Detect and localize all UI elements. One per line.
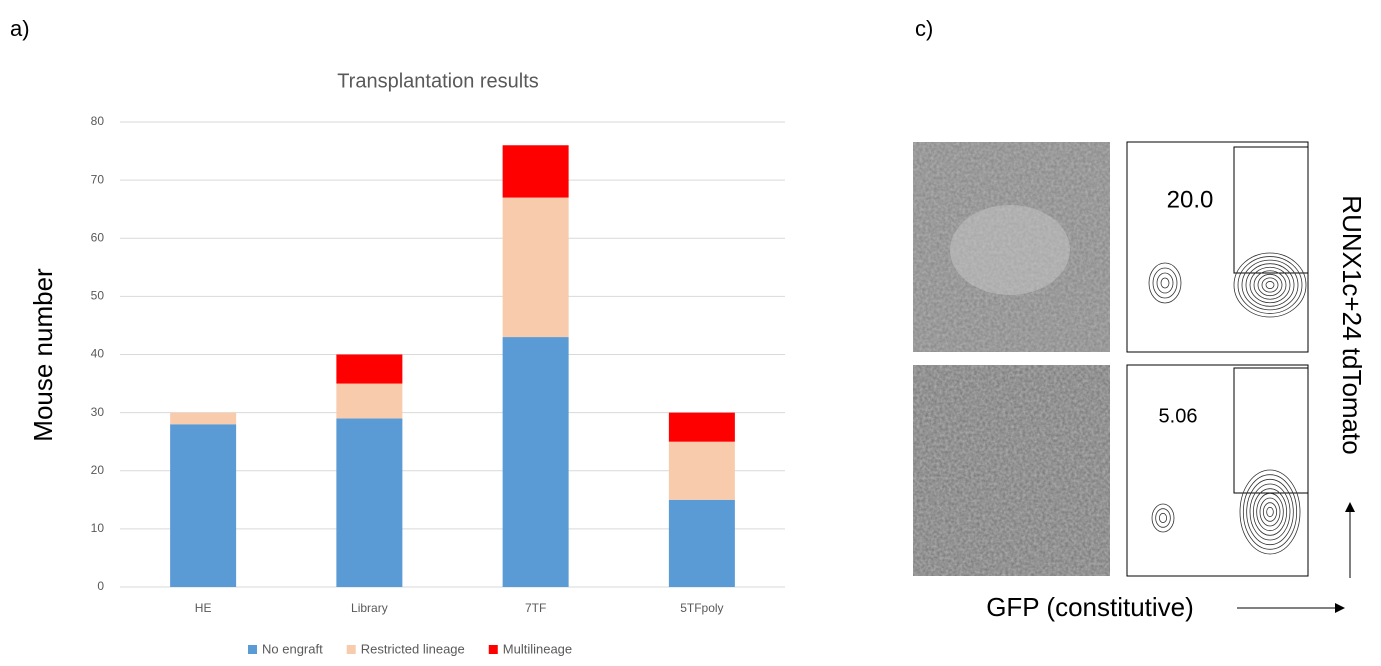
y-tick-label: 80 [91, 114, 105, 128]
legend-label: Multilineage [503, 641, 572, 656]
flow-gate [1234, 368, 1308, 493]
panel-label: a) [10, 16, 30, 41]
bar-segment [336, 384, 402, 419]
contour-line [1156, 509, 1171, 528]
contour-line [1263, 503, 1276, 522]
arrow-head [1335, 603, 1345, 613]
contour-line [1243, 475, 1296, 550]
x-tick-label: Library [351, 601, 388, 615]
y-tick-label: 20 [91, 463, 105, 477]
y-tick-label: 70 [91, 172, 105, 186]
legend-label: Restricted lineage [361, 641, 465, 656]
contour-line [1161, 278, 1169, 288]
contour-line [1234, 253, 1306, 317]
flow-gate [1234, 147, 1308, 273]
bar-segment [170, 413, 236, 425]
contour-line [1240, 470, 1300, 554]
contour-line [1157, 273, 1173, 293]
y-tick-label: 30 [91, 405, 105, 419]
contour-line [1149, 263, 1181, 303]
contour-line [1254, 271, 1286, 299]
y-tick-label: 10 [91, 521, 105, 535]
gate-value: 20.0 [1167, 186, 1214, 213]
chart-title: Transplantation results [337, 70, 539, 92]
panel-label: c) [915, 16, 933, 41]
bar-segment [336, 355, 402, 384]
contour-line [1253, 489, 1286, 536]
y-tick-label: 60 [91, 230, 105, 244]
bar-segment [503, 198, 569, 338]
bar-segment [503, 145, 569, 197]
x-tick-label: HE [195, 601, 212, 615]
legend-swatch [347, 645, 356, 654]
micrograph-texture [913, 365, 1110, 576]
legend-swatch [248, 645, 257, 654]
contour-line [1159, 513, 1166, 522]
y-axis-label: Mouse number [28, 268, 58, 442]
flow-x-label: GFP (constitutive) [986, 592, 1194, 622]
legend-swatch [489, 645, 498, 654]
figure: a) c) Transplantation results Mouse numb… [0, 0, 1381, 661]
gate-value: 5.06 [1159, 405, 1198, 427]
bar-segment [170, 424, 236, 587]
bar-segment [336, 418, 402, 587]
contours [1149, 253, 1306, 554]
x-tick-label: 5TFpoly [680, 601, 723, 615]
contour-line [1257, 493, 1284, 530]
bar-segment [503, 337, 569, 587]
arrow-head [1345, 502, 1355, 512]
flow-plot [1127, 142, 1308, 352]
bar-segment [669, 413, 735, 442]
contour-line [1250, 484, 1290, 540]
flow-plot [1127, 365, 1308, 576]
contour-line [1266, 281, 1274, 288]
y-tick-label: 40 [91, 347, 105, 361]
legend-label: No engraft [262, 641, 323, 656]
bar-segment [669, 442, 735, 500]
micrograph-colony [950, 205, 1070, 295]
bar-segment [669, 500, 735, 587]
y-tick-label: 0 [97, 579, 104, 593]
x-tick-label: 7TF [525, 601, 546, 615]
contour-line [1262, 278, 1278, 292]
contour-line [1267, 507, 1274, 516]
flow-y-label: RUNX1c+24 tdTomato [1337, 195, 1367, 454]
contour-line [1238, 257, 1302, 314]
contour-line [1246, 264, 1294, 307]
y-tick-label: 50 [91, 289, 105, 303]
